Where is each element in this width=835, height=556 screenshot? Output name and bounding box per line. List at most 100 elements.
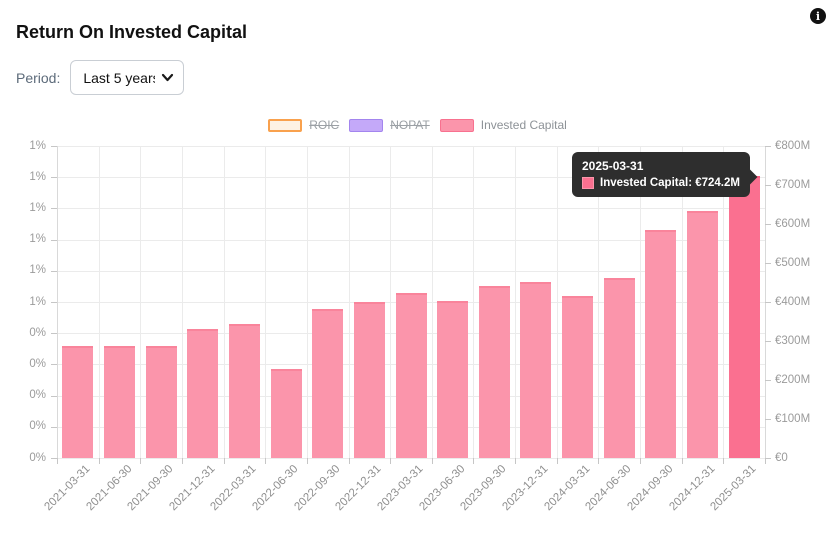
bar-invested-capital[interactable] (603, 278, 635, 458)
x-axis-tick (598, 458, 600, 464)
x-axis-tick (98, 458, 100, 464)
gridline (640, 146, 642, 458)
tooltip-date: 2025-03-31 (582, 159, 644, 173)
y-axis-label-left: 0% (29, 326, 46, 339)
y-axis-tick-left (51, 458, 57, 459)
period-select[interactable]: Last 5 years (70, 60, 185, 95)
y-axis-tick-left (51, 364, 57, 366)
axis-line (57, 146, 58, 458)
gridline (306, 146, 308, 458)
legend-item-nopat[interactable]: NOPAT (349, 118, 430, 132)
period-control: Period: Last 5 years (16, 60, 185, 95)
legend-item-roic[interactable]: ROIC (268, 118, 339, 132)
x-axis-tick (431, 458, 433, 464)
x-axis-tick (390, 458, 392, 464)
chart-legend: ROIC NOPAT Invested Capital (0, 118, 835, 132)
y-axis-tick-left (51, 239, 57, 241)
x-axis-tick (57, 458, 58, 464)
x-axis-tick (265, 458, 267, 464)
gridline (98, 146, 100, 458)
y-axis-label-right: €400M (775, 295, 811, 308)
y-axis-tick-left (51, 270, 57, 272)
y-axis-label-left: 0% (29, 451, 46, 464)
y-axis-label-right: €100M (775, 412, 811, 425)
bar-chart: 1% 1% 1% 1% 1% 1% 0% 0% 0% 0% 0% €800M €700M €600M €50… (29, 139, 811, 514)
tooltip-series-swatch (582, 177, 594, 189)
gridline (140, 146, 142, 458)
y-axis-label-left: 1% (29, 201, 46, 214)
bar-invested-capital[interactable] (728, 175, 760, 458)
info-icon[interactable]: i (810, 8, 826, 24)
bar-invested-capital[interactable] (395, 292, 427, 458)
y-axis-tick-left (51, 395, 57, 397)
legend-swatch-icon (268, 118, 303, 132)
y-axis-tick-right (765, 185, 771, 186)
gridline (57, 146, 765, 147)
gridline (57, 177, 765, 179)
bar-invested-capital[interactable] (353, 302, 385, 458)
bar-invested-capital[interactable] (270, 369, 302, 458)
y-axis-tick-left (51, 333, 57, 335)
y-axis-tick-left (51, 177, 57, 179)
bar-invested-capital[interactable] (478, 285, 510, 458)
y-axis-tick-right (765, 224, 771, 225)
bar-invested-capital[interactable] (228, 323, 260, 458)
gridline (390, 146, 392, 458)
y-axis-label-right: €600M (775, 217, 811, 230)
y-axis-tick-right (765, 341, 771, 342)
bar-invested-capital[interactable] (645, 229, 677, 458)
y-axis-tick-left (51, 426, 57, 428)
y-axis-tick-right (765, 302, 771, 303)
bar-invested-capital[interactable] (145, 346, 177, 458)
y-axis-label-left: 1% (29, 295, 46, 308)
y-axis-label-left: 1% (29, 264, 46, 277)
gridline (681, 146, 683, 458)
bar-invested-capital[interactable] (687, 210, 718, 458)
page-title: Return On Invested Capital (16, 22, 248, 42)
x-axis-tick (556, 458, 558, 464)
gridline (181, 146, 183, 458)
y-axis-tick-right (765, 146, 771, 147)
y-axis-label-left: 0% (29, 357, 46, 370)
gridline (431, 146, 433, 458)
x-axis-tick (473, 458, 475, 464)
y-axis-label-left: 0% (29, 420, 46, 433)
y-axis-label-right: €700M (775, 178, 811, 191)
x-axis-tick (223, 458, 225, 464)
y-axis-tick-left (51, 302, 57, 303)
gridline (57, 458, 765, 459)
gridline (57, 270, 765, 272)
bar-invested-capital[interactable] (104, 345, 135, 458)
gridline (57, 208, 765, 210)
bar-invested-capital[interactable] (187, 329, 219, 458)
x-axis-tick (681, 458, 683, 464)
x-axis-tick (723, 458, 725, 464)
legend-item-invested-capital[interactable]: Invested Capital (439, 118, 567, 132)
period-select-wrap: Last 5 years (70, 60, 185, 95)
y-axis-label-right: €500M (775, 256, 811, 269)
bar-invested-capital[interactable] (437, 300, 469, 458)
legend-label: Invested Capital (480, 118, 567, 132)
bar-invested-capital[interactable] (562, 296, 594, 458)
y-axis-label-left: 1% (29, 233, 46, 246)
y-axis-label-left: 1% (29, 139, 46, 152)
x-axis-tick (306, 458, 308, 464)
period-label: Period: (16, 69, 61, 86)
gridline (348, 146, 350, 458)
x-axis-tick (181, 458, 183, 464)
x-axis-tick (140, 458, 142, 464)
gridline (265, 146, 267, 458)
bar-invested-capital[interactable] (62, 346, 94, 458)
bar-invested-capital[interactable] (520, 281, 552, 458)
y-axis-label-right: €300M (775, 334, 811, 347)
bar-invested-capital[interactable] (312, 309, 344, 458)
y-axis-label-right: €0 (775, 451, 788, 464)
y-axis-label-left: 1% (29, 170, 46, 183)
gridline (473, 146, 475, 458)
gridline (223, 146, 225, 458)
y-axis-tick-right (765, 419, 771, 420)
y-axis-label-left: 0% (29, 389, 46, 402)
legend-swatch-icon (439, 118, 474, 132)
gridline (57, 239, 765, 241)
gridline (598, 146, 600, 458)
